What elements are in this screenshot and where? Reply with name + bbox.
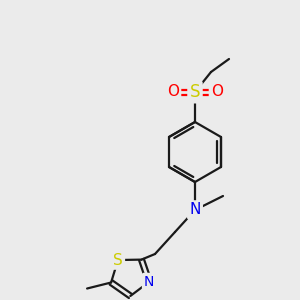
Text: O: O bbox=[211, 85, 223, 100]
Text: S: S bbox=[113, 253, 123, 268]
Text: N: N bbox=[189, 202, 201, 217]
Text: N: N bbox=[144, 275, 154, 289]
Text: O: O bbox=[167, 85, 179, 100]
Text: S: S bbox=[190, 83, 200, 101]
